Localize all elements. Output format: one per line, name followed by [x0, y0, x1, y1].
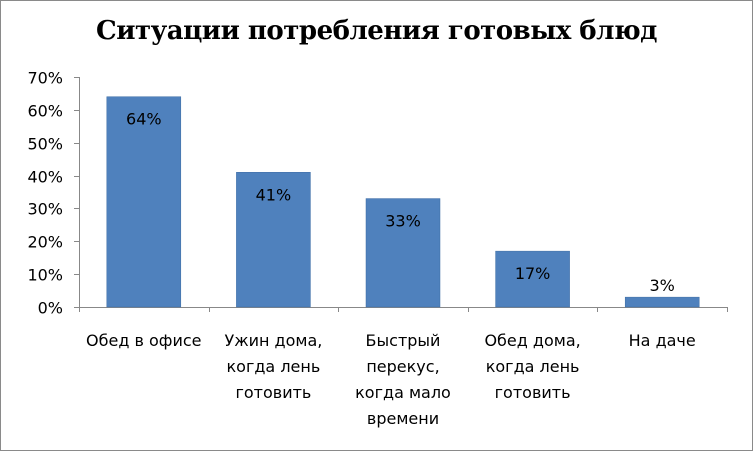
bar — [365, 198, 441, 308]
y-tick-label: 70% — [27, 69, 63, 88]
labels: 64% Обед в офисе 41% Ужин дома, когда лень го… — [86, 110, 696, 428]
category-label: Быстрый перекус, когда мало времени — [355, 331, 451, 428]
y-tick-label: 40% — [27, 168, 63, 187]
bar — [495, 250, 570, 308]
category-label: Обед в офисе — [86, 331, 201, 350]
data-label: 3% — [650, 276, 675, 295]
data-label: 33% — [385, 212, 421, 231]
bars — [106, 96, 700, 308]
y-tick-label: 50% — [27, 135, 63, 154]
y-tick-label: 30% — [27, 200, 63, 219]
category-label: На даче — [629, 331, 696, 350]
bar — [106, 96, 182, 308]
bar — [624, 296, 700, 308]
category-label: Ужин дома, когда лень готовить — [224, 331, 322, 402]
y-tick-label: 60% — [27, 102, 63, 121]
y-tick-label: 0% — [38, 299, 63, 318]
y-tick-label: 10% — [27, 266, 63, 285]
y-tick-label: 20% — [27, 233, 63, 252]
bar — [236, 172, 311, 308]
data-label: 17% — [515, 264, 551, 283]
data-label: 64% — [126, 110, 162, 129]
category-label: Обед дома, когда лень готовить — [484, 331, 580, 402]
chart-title: Ситуации потребления готовых блюд — [96, 16, 657, 46]
data-label: 41% — [256, 185, 292, 204]
axes: 0% 10% 20% 30% 40% 50% 60% 70% — [27, 69, 728, 318]
